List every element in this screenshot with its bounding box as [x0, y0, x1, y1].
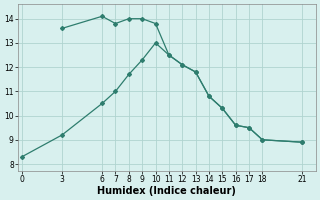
X-axis label: Humidex (Indice chaleur): Humidex (Indice chaleur) [98, 186, 236, 196]
